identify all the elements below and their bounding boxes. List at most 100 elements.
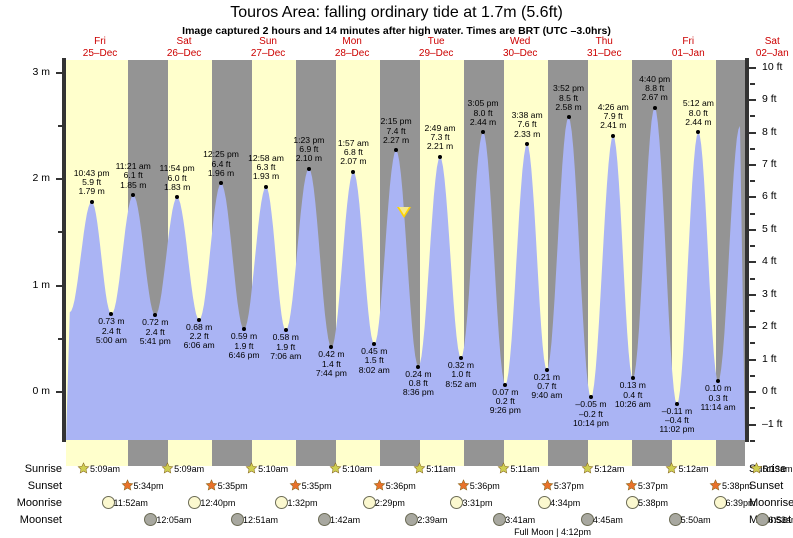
day-weekday: Wed [509,36,531,47]
y-label-right-5: 5 ft [762,222,777,235]
tide-label-line-time: 3:38 am [511,110,543,121]
day-header-strip: Fri 25–Dec Sat 26–Dec Sun 27–Dec Mon 28–Dec Tue 2… [0,36,793,60]
moonset-disc-icon-3 [318,513,332,526]
day-header-4: Mon 28–Dec [312,36,392,59]
tide-label-line-m: 1.85 m [120,179,147,190]
day-header-2: Sat 26–Dec [144,36,224,59]
tide-label-line-m: 0.10 m [704,383,732,394]
tide-label-line-ft: 0.4 ft [623,389,643,400]
tide-extreme-dot-14 [394,148,399,153]
day-weekday: Fri [94,36,106,47]
y-label-left-2: 1 m [32,278,50,291]
tide-label-line-ft: 0.2 ft [495,395,515,406]
tide-extreme-label-7: 0.59 m 1.9 ft 6:46 pm [213,331,275,360]
y-label-right-1: 9 ft [762,93,777,106]
tide-label-line-time: 9:26 pm [489,405,521,416]
day-date: 26–Dec [166,47,202,59]
moonset-time-3: 1:42am [330,515,361,525]
tide-label-line-ft: 1.9 ft [234,340,254,351]
y-label-right-2: 8 ft [762,125,777,138]
tide-extreme-label-18: 3:05 pm 8.0 ft 2.44 m [452,99,514,127]
y-label-right-6: 4 ft [762,255,777,268]
sunrise-time-7: 5:12am [678,464,709,474]
y-tick-right-4 [748,196,756,199]
y-minor-tick-right-10 [750,407,755,410]
moonrise-disc-icon-3 [362,496,376,509]
tide-extreme-label-28: 5:12 am 8.0 ft 2.44 m [667,99,729,127]
tide-extreme-label-25: 0.13 m 0.4 ft 10:26 am [602,380,664,409]
tide-extreme-dot-3 [153,313,158,318]
y-label-right-0: 10 ft [762,60,783,73]
day-weekday: Sun [259,36,277,47]
y-minor-tick-right-11 [750,439,755,442]
tide-label-line-time: 6:06 am [183,340,215,351]
tide-label-line-time: 10:43 pm [73,167,110,178]
day-header-9: Sat 02–Jan [732,36,793,59]
tide-label-line-time: 5:41 pm [139,336,171,347]
moonrise-disc-icon-6 [625,496,639,509]
capture-note: Image captured 2 hours and 14 minutes af… [182,25,611,37]
tide-extreme-dot-22 [566,115,571,120]
tide-label-line-m: 0.13 m [619,380,646,391]
tide-label-line-m: 1.93 m [252,171,280,182]
sunrise-star-icon-0 [77,462,90,480]
day-date: 01–Jan [671,47,705,59]
y-tick-right-7 [748,293,756,296]
tide-label-line-m: 2.33 m [513,128,541,139]
tide-extreme-dot-26 [652,105,657,110]
sunrise-time-1: 5:09am [174,464,205,474]
day-date: 31–Dec [586,47,622,59]
tide-extreme-label-15: 0.24 m 0.8 ft 8:36 pm [387,369,449,398]
tide-label-line-ft: 2.4 ft [101,325,121,336]
tide-label-line-ft: 0.3 ft [708,392,728,403]
tide-extreme-dot-19 [503,382,508,387]
tide-label-line-m: 0.68 m [186,321,213,332]
day-date: 02–Jan [755,47,789,59]
day-date: 30–Dec [502,47,538,59]
day-weekday: Tue [427,36,445,47]
sunrise-time-2: 5:10am [258,464,289,474]
tide-label-line-m: 0.45 m [361,346,388,357]
tide-label-line-m: 0.59 m [230,331,258,342]
page-title: Touros Area: falling ordinary tide at 1.… [230,4,563,21]
day-night-strip [66,440,745,466]
moonrise-time-5: 4:34pm [550,498,581,508]
tide-label-line-ft: 8.8 ft [645,83,665,94]
tide-label-line-ft: 6.1 ft [123,170,143,181]
tide-label-line-time: 9:40 am [531,390,563,401]
current-time-marker [396,207,411,219]
sunrise-time-4: 5:11am [426,464,456,474]
tide-extreme-label-9: 0.58 m 1.9 ft 7:06 am [255,333,317,361]
moon-phase-label: Full Moon | 4:12pm [514,527,591,537]
moonrise-time-4: 3:31pm [462,498,493,508]
sunrise-row-label-left: Sunrise [24,463,62,475]
sunrise-star-icon-8 [750,462,763,480]
moonrise-row-label-right: Moonrise [749,497,793,509]
tide-extreme-label-6: 12:25 pm 6.4 ft 1.96 m [190,150,252,178]
tide-label-line-time: 4:26 am [597,101,629,112]
tide-extreme-dot-1 [109,312,114,317]
sunset-row-label-right: Sunset [749,480,784,492]
tide-label-line-ft: 1.0 ft [451,369,471,380]
sunset-star-icon-4 [457,479,470,497]
sunset-star-icon-2 [289,479,302,497]
day-weekday: Fri [682,36,695,47]
tide-extreme-label-27: –0.11 m –0.4 ft 11:02 pm [646,406,708,435]
tide-label-line-time: 7:44 pm [315,367,347,378]
tide-water-fill [66,107,745,440]
day-header-7: Thu 31–Dec [564,36,644,59]
tide-extreme-dot-23 [588,395,593,400]
tide-label-line-time: 2:49 am [424,122,456,133]
tide-label-line-ft: 5.9 ft [82,176,102,187]
y-minor-tick-right-5 [750,245,755,248]
tide-extreme-label-19: 0.07 m 0.2 ft 9:26 pm [474,387,536,416]
tide-label-line-m: 2.10 m [295,153,322,164]
tide-label-line-ft: 0.7 ft [537,381,557,392]
tide-extreme-label-10: 1:23 pm 6.9 ft 2.10 m [278,135,340,164]
moonrise-disc-icon-5 [538,496,552,509]
tide-extreme-dot-15 [416,364,421,369]
y-tick-right-5 [748,228,756,231]
tide-label-line-time: 1:57 am [337,137,369,148]
tide-label-line-time: 10:26 am [614,398,651,409]
night-band-5 [463,440,505,466]
